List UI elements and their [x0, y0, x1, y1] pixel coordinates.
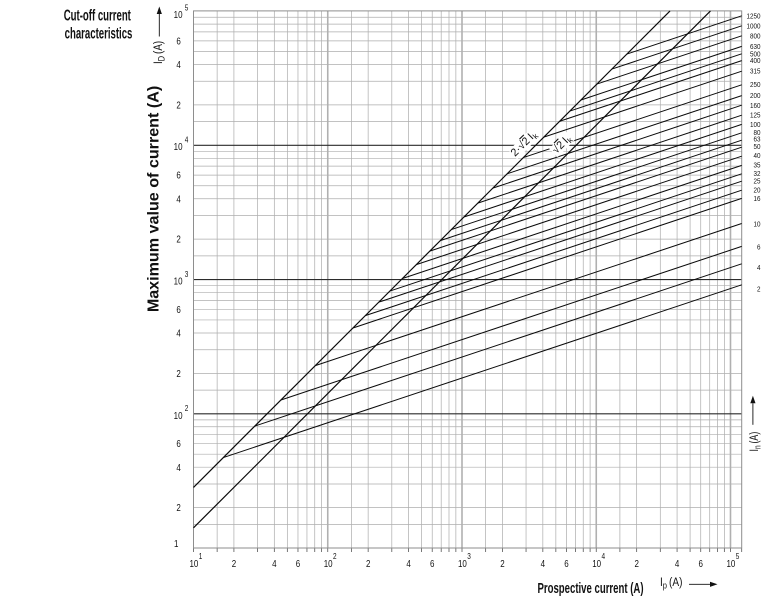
- svg-text:6: 6: [430, 558, 434, 569]
- svg-text:2: 2: [634, 558, 638, 569]
- svg-text:20: 20: [754, 187, 761, 195]
- svg-text:Prospective current (A): Prospective current (A): [537, 580, 643, 597]
- svg-text:35: 35: [754, 162, 761, 170]
- svg-text:1: 1: [199, 551, 203, 561]
- svg-text:6: 6: [176, 170, 180, 181]
- svg-text:800: 800: [750, 33, 761, 41]
- svg-text:125: 125: [750, 112, 761, 120]
- svg-text:Cut-off current: Cut-off current: [64, 6, 132, 24]
- svg-text:250: 250: [750, 82, 761, 90]
- svg-text:2: 2: [757, 286, 761, 294]
- svg-text:4: 4: [541, 558, 545, 569]
- svg-text:10: 10: [174, 141, 183, 152]
- svg-text:10: 10: [324, 558, 333, 569]
- svg-text:2: 2: [176, 368, 180, 379]
- svg-text:315: 315: [750, 68, 761, 76]
- svg-text:32: 32: [754, 171, 761, 179]
- svg-text:4: 4: [176, 193, 180, 204]
- svg-text:4: 4: [176, 59, 180, 70]
- svg-text:2: 2: [176, 234, 180, 245]
- svg-text:400: 400: [750, 58, 761, 66]
- svg-text:10: 10: [458, 558, 467, 569]
- svg-text:4: 4: [176, 328, 180, 339]
- svg-text:200: 200: [750, 92, 761, 100]
- svg-text:6: 6: [699, 558, 703, 569]
- svg-text:40: 40: [754, 152, 761, 160]
- svg-text:4: 4: [272, 558, 276, 569]
- svg-text:25: 25: [754, 178, 761, 186]
- svg-text:2: 2: [176, 99, 180, 110]
- svg-text:1: 1: [174, 538, 178, 549]
- svg-text:2: 2: [366, 558, 370, 569]
- svg-text:4: 4: [601, 551, 605, 561]
- svg-text:6: 6: [176, 438, 180, 449]
- svg-text:Ip (A): Ip (A): [660, 576, 682, 591]
- svg-text:1250: 1250: [747, 13, 761, 21]
- svg-text:6: 6: [176, 35, 180, 46]
- svg-text:4: 4: [406, 558, 410, 569]
- svg-text:630: 630: [750, 44, 761, 52]
- svg-text:10: 10: [754, 221, 761, 229]
- svg-text:10: 10: [174, 275, 183, 286]
- svg-text:4: 4: [185, 135, 189, 145]
- svg-text:80: 80: [754, 130, 761, 138]
- svg-text:160: 160: [750, 102, 761, 110]
- svg-text:500: 500: [750, 51, 761, 59]
- svg-text:4: 4: [176, 462, 180, 473]
- svg-text:6: 6: [757, 244, 761, 252]
- svg-text:5: 5: [736, 551, 740, 561]
- svg-text:1000: 1000: [747, 23, 761, 31]
- svg-text:2: 2: [232, 558, 236, 569]
- svg-text:10: 10: [190, 558, 199, 569]
- svg-text:2: 2: [176, 502, 180, 513]
- svg-text:50: 50: [754, 144, 761, 152]
- svg-text:4: 4: [675, 558, 679, 569]
- svg-text:10: 10: [727, 558, 736, 569]
- svg-text:3: 3: [467, 551, 471, 561]
- svg-text:10: 10: [174, 410, 183, 421]
- svg-text:Maximum value of current (A): Maximum value of current (A): [146, 86, 163, 312]
- svg-text:5: 5: [185, 3, 189, 13]
- svg-text:6: 6: [296, 558, 300, 569]
- svg-text:6: 6: [176, 304, 180, 315]
- svg-text:3: 3: [185, 269, 189, 279]
- svg-text:2: 2: [333, 551, 337, 561]
- svg-text:4: 4: [757, 265, 761, 273]
- svg-text:characteristics: characteristics: [65, 24, 133, 42]
- svg-text:6: 6: [564, 558, 568, 569]
- svg-text:63: 63: [754, 136, 761, 144]
- svg-text:100: 100: [750, 121, 761, 129]
- svg-text:2: 2: [185, 403, 189, 413]
- svg-text:2: 2: [500, 558, 504, 569]
- svg-text:16: 16: [754, 196, 761, 204]
- svg-text:10: 10: [174, 9, 183, 20]
- svg-text:10: 10: [592, 558, 601, 569]
